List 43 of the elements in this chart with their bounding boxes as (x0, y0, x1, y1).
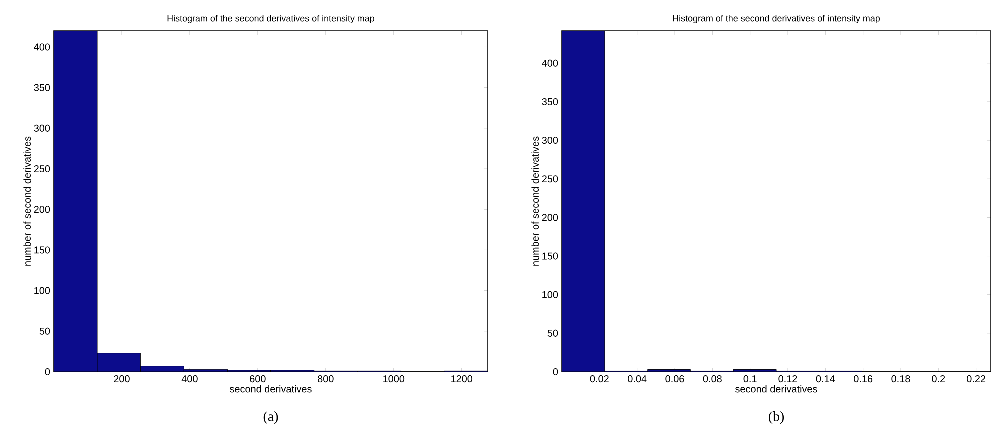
y-tick-label: 400 (34, 44, 50, 51)
x-tick-label: 0.08 (703, 376, 722, 383)
y-tick-label: 150 (542, 252, 558, 260)
x-tick-label: 0.18 (892, 376, 910, 383)
y-tick-label: 200 (34, 206, 50, 214)
y-tick-label: 150 (34, 246, 50, 254)
chart-title: Histogram of the second derivatives of intensity map (673, 15, 880, 24)
y-tick-label: 400 (542, 60, 558, 67)
y-tick-label: 0 (45, 368, 50, 376)
x-tick-label: 0.2 (932, 376, 946, 383)
y-tick-label: 350 (542, 98, 558, 106)
x-tick-label: 0.02 (590, 376, 609, 383)
x-tick-label: 1000 (384, 376, 405, 383)
text: (a) (264, 412, 278, 424)
x-tick-label: 800 (318, 376, 334, 383)
x-tick-label: 200 (114, 376, 130, 383)
y-tick-label: 50 (548, 330, 558, 337)
y-tick-label: 300 (34, 124, 50, 132)
chart-title: Histogram of the second derivatives of intensity map (168, 15, 374, 24)
y-axis-title: number of second derivatives (532, 136, 540, 266)
x-tick-label: 1200 (452, 376, 473, 383)
y-tick-label: 300 (542, 137, 558, 144)
x-tick-label: 0.16 (854, 376, 873, 383)
y-tick-label: 250 (34, 166, 50, 173)
y-tick-label: 0 (553, 368, 558, 376)
x-tick-label: 0.04 (628, 376, 647, 383)
text: (b) (768, 412, 784, 424)
y-tick-label: 350 (34, 84, 50, 92)
x-tick-label: 400 (182, 376, 198, 383)
x-tick-label: 0.14 (816, 376, 836, 383)
y-tick-label: 200 (542, 214, 558, 222)
x-axis-title: second derivatives (230, 385, 312, 393)
y-tick-label: 250 (542, 176, 558, 183)
x-tick-label: 0.22 (967, 376, 986, 383)
x-tick-label: 0.12 (778, 376, 798, 383)
x-tick-label: 0.1 (744, 376, 757, 383)
y-tick-label: 100 (542, 291, 558, 298)
x-tick-label: 0.06 (666, 376, 684, 383)
x-axis-title: second derivatives (736, 385, 818, 393)
y-tick-label: 100 (34, 287, 50, 294)
y-tick-label: 50 (40, 328, 50, 335)
x-tick-label: 600 (250, 376, 266, 383)
y-axis-title: number of second derivatives (24, 136, 32, 266)
